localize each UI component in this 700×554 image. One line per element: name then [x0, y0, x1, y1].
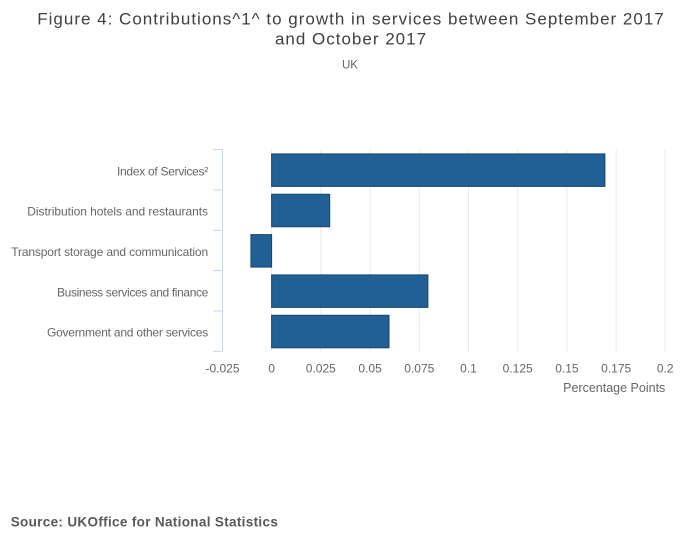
svg-text:Source: UKOffice for National: Source: UKOffice for National Statistics — [11, 514, 279, 529]
svg-text:0.025: 0.025 — [306, 362, 336, 376]
svg-text:0.075: 0.075 — [404, 362, 434, 376]
svg-text:Government and other services: Government and other services — [47, 326, 208, 340]
svg-text:0.175: 0.175 — [601, 362, 631, 376]
svg-text:and October 2017: and October 2017 — [275, 30, 427, 49]
svg-text:Distribution hotels and restau: Distribution hotels and restaurants — [27, 205, 208, 219]
svg-text:Business services and finance: Business services and finance — [57, 285, 209, 299]
svg-text:0.05: 0.05 — [358, 362, 382, 376]
svg-text:UK: UK — [342, 60, 358, 72]
svg-text:-0.025: -0.025 — [205, 362, 239, 376]
svg-text:Transport storage and communic: Transport storage and communication — [11, 245, 208, 259]
svg-text:0.1: 0.1 — [460, 362, 477, 376]
svg-text:Percentage Points: Percentage Points — [563, 381, 665, 395]
svg-text:0: 0 — [268, 362, 275, 376]
svg-text:0.2: 0.2 — [657, 362, 674, 376]
svg-text:Index of Services²: Index of Services² — [117, 164, 208, 178]
svg-text:0.15: 0.15 — [555, 362, 579, 376]
svg-text:Figure 4: Contributions^1^ to: Figure 4: Contributions^1^ to growth in … — [37, 10, 664, 29]
svg-text:0.125: 0.125 — [503, 362, 533, 376]
